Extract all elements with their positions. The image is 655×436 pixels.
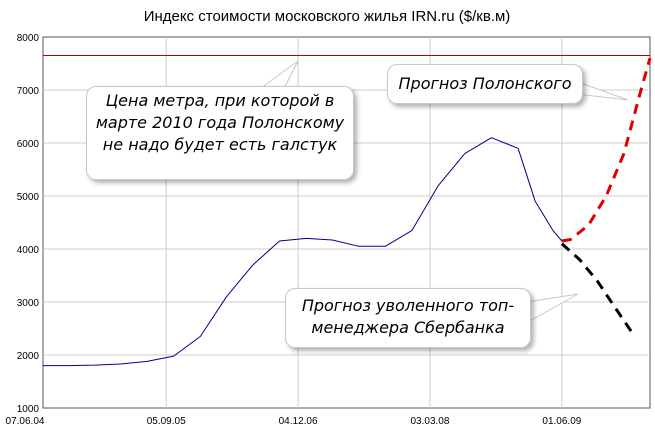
chart-title: Индекс стоимости московского жилья IRN.r… [144,8,511,25]
x-tick-label: 01.06.09 [542,416,581,427]
annotation-sberbank-forecast-text: Прогноз уволенного топ-менеджера Сбербан… [301,296,515,337]
y-tick-label: 1000 [17,404,40,415]
x-tick-label: 03.03.08 [411,416,450,427]
y-tick-label: 7000 [17,86,40,97]
annotation-tie-price-text: Цена метра, при которой в марте 2010 год… [95,91,345,154]
y-tick-label: 6000 [17,139,40,150]
x-tick-label: 04.12.06 [279,416,318,427]
y-axis: 1000 2000 3000 4000 5000 6000 7000 8000 [17,33,40,415]
series-line-polonsky-forecast [561,57,652,243]
y-tick-label: 5000 [17,192,40,203]
y-tick-label: 4000 [17,245,40,256]
x-axis: 07.06.04 05.09.05 04.12.06 03.03.08 01.06.09 [6,416,582,427]
y-tick-label: 3000 [17,298,40,309]
y-tick-label: 2000 [17,351,40,362]
x-tick-label: 07.06.04 [6,416,45,427]
series-line-index [43,137,563,367]
y-tick-label: 8000 [17,33,40,44]
series-group [43,57,652,367]
annotation-tie-price: Цена метра, при которой в марте 2010 год… [86,86,354,180]
annotation-polonsky-forecast: Прогноз Полонского [387,64,583,104]
x-tick-label: 05.09.05 [147,416,186,427]
annotation-sberbank-forecast: Прогноз уволенного топ-менеджера Сбербан… [285,288,531,348]
series-line-sberbank-forecast [560,242,635,335]
annotation-polonsky-forecast-text: Прогноз Полонского [398,74,572,93]
